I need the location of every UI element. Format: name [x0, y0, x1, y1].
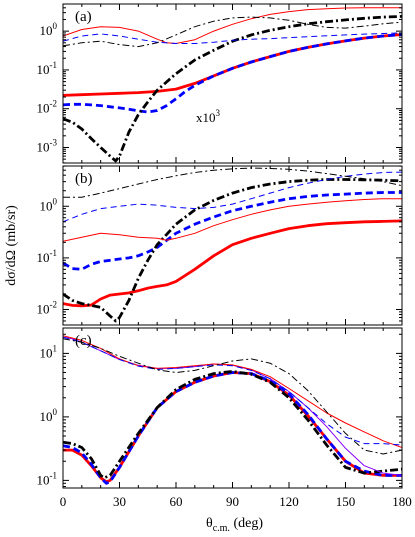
- x-tick-label: 120: [279, 494, 299, 509]
- series-line-6: [63, 336, 402, 446]
- x-tick-label: 90: [226, 494, 239, 509]
- x-tick-label: 180: [392, 494, 412, 509]
- panel-label: (a): [75, 9, 92, 25]
- x-axis-label: θc.m. (deg): [206, 516, 263, 534]
- scale-annotation: x103: [196, 108, 221, 125]
- x-tick-label: 30: [113, 494, 126, 509]
- x-tick-label: 60: [170, 494, 183, 509]
- series-line-6: [63, 167, 402, 198]
- series-line-3: [63, 370, 402, 480]
- series-line-2: [63, 33, 402, 114]
- chart-panel-b: 10-2 10-1 100 (b): [37, 165, 403, 326]
- series-line-4: [63, 7, 402, 44]
- series-line-1: [63, 219, 402, 308]
- panel-label: (b): [75, 171, 93, 187]
- series-line-7: [63, 338, 402, 455]
- x-tick-label: 0: [60, 494, 67, 509]
- y-tick-label: 100: [40, 196, 58, 213]
- x-tick-label: 150: [336, 494, 356, 509]
- y-tick-label: 10-2: [37, 300, 58, 317]
- y-axis-title: dσ/dΩ (mb/sr): [4, 205, 19, 286]
- series-line-3: [63, 15, 402, 163]
- series-line-2: [63, 371, 402, 485]
- x-axis-title: θc.m. (deg): [206, 516, 263, 534]
- y-tick-label: 100: [40, 407, 58, 424]
- chart-panel-c: 10-1 100 101 (c) 0 30 60 90 120 150 180: [37, 327, 412, 509]
- y-tick-label: 101: [40, 343, 58, 360]
- series-line-1: [63, 371, 402, 484]
- series-line-5: [63, 171, 402, 223]
- series-line-6: [63, 16, 402, 48]
- series-line-4: [63, 336, 402, 476]
- y-tick-label: 10-1: [37, 470, 58, 487]
- chart-panel-a: 10-3 10-2 10-1 100 (a) x103: [37, 3, 403, 164]
- y-tick-label: 100: [40, 21, 58, 38]
- y-tick-label: 10-2: [37, 99, 58, 116]
- y-tick-label: 10-1: [37, 248, 58, 265]
- series-line-5: [63, 335, 402, 448]
- series-line-5: [63, 32, 402, 44]
- plot-frame: [62, 3, 403, 164]
- series-line-2: [63, 191, 402, 271]
- y-axis-label: dσ/dΩ (mb/sr): [4, 205, 19, 286]
- y-tick-label: 10-1: [37, 60, 58, 77]
- y-tick-label: 10-3: [37, 137, 58, 154]
- panel-label: (c): [75, 333, 92, 349]
- series-line-4: [63, 198, 402, 242]
